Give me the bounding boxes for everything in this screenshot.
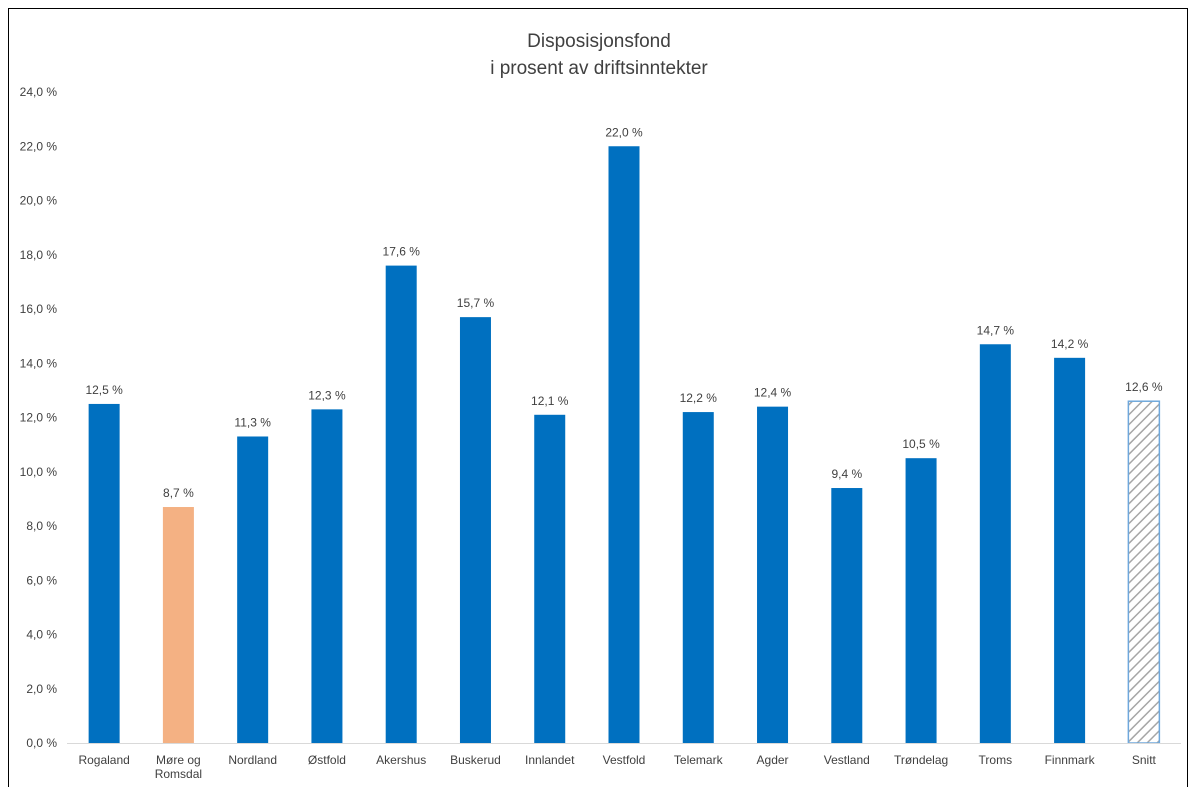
y-tick-label: 18,0 % [20, 248, 58, 262]
x-category-label: Nordland [228, 753, 277, 767]
bar [88, 403, 120, 743]
bar [757, 406, 789, 743]
bar [608, 146, 640, 743]
y-tick-label: 2,0 % [26, 682, 57, 696]
x-category-label: Snitt [1132, 753, 1157, 767]
bar [905, 458, 937, 743]
bar-value-label: 8,7 % [163, 486, 194, 500]
bar-value-label: 12,2 % [680, 391, 718, 405]
bars [88, 146, 1161, 744]
y-tick-label: 4,0 % [26, 628, 57, 642]
bar-value-label: 12,1 % [531, 394, 569, 408]
bar-value-label: 12,5 % [85, 383, 123, 397]
bar-chart: Disposisjonsfond i prosent av driftsinnt… [20, 31, 1181, 781]
bar-value-label: 14,7 % [977, 323, 1015, 337]
bar [1054, 357, 1086, 743]
bar [459, 317, 491, 743]
bar [682, 412, 714, 743]
bar-value-label: 11,3 % [234, 415, 271, 429]
bar [311, 409, 343, 743]
bar [979, 344, 1011, 743]
y-tick-label: 12,0 % [20, 411, 58, 425]
bar [534, 414, 566, 743]
x-category-label: Troms [979, 753, 1013, 767]
y-tick-label: 6,0 % [26, 573, 57, 587]
x-category-label: Trøndelag [894, 753, 948, 767]
bar [385, 265, 417, 743]
bar-value-label: 17,6 % [383, 245, 421, 259]
chart-title-line-2: i prosent av driftsinntekter [490, 58, 708, 79]
x-category-label: Vestland [824, 753, 870, 767]
x-category-label: Telemark [674, 753, 724, 767]
x-category-label: Buskerud [450, 753, 501, 767]
bar [237, 436, 269, 743]
y-tick-label: 0,0 % [26, 736, 57, 750]
y-tick-label: 8,0 % [26, 519, 57, 533]
bar-value-label: 15,7 % [457, 296, 495, 310]
data-labels: 12,5 % 8,7 % 11,3 % 12,3 % 17,6 % 15,7 % 12,1 … [85, 125, 1162, 500]
y-tick-label: 14,0 % [20, 356, 58, 370]
x-category-label: Vestfold [603, 753, 646, 767]
bar [1127, 400, 1161, 744]
y-tick-label: 22,0 % [20, 139, 58, 153]
y-tick-label: 10,0 % [20, 465, 58, 479]
y-axis-tick-labels: 0,0 % 2,0 % 4,0 % 6,0 % 8,0 % 10,0 % 12,0 % 14,… [20, 85, 58, 750]
x-category-label: Østfold [308, 753, 346, 767]
chart-frame: Disposisjonsfond i prosent av driftsinnt… [8, 8, 1188, 787]
y-tick-label: 16,0 % [20, 302, 58, 316]
x-category-label: Møre og [156, 753, 201, 767]
bar [831, 488, 863, 743]
x-category-label: Finnmark [1045, 753, 1096, 767]
bar-value-label: 22,0 % [605, 125, 643, 139]
bar-value-label: 10,5 % [902, 437, 940, 451]
x-category-label: Innlandet [525, 753, 575, 767]
bar-value-label: 12,6 % [1125, 380, 1163, 394]
y-tick-label: 20,0 % [20, 194, 58, 208]
bar-value-label: 12,4 % [754, 386, 792, 400]
x-category-label: Romsdal [155, 767, 202, 781]
chart-title-line-1: Disposisjonsfond [527, 31, 671, 52]
bar-value-label: 12,3 % [308, 388, 346, 402]
x-category-label: Agder [757, 753, 789, 767]
bar-value-label: 14,2 % [1051, 337, 1089, 351]
x-category-label: Rogaland [78, 753, 129, 767]
bar-value-label: 9,4 % [831, 467, 862, 481]
bar [162, 507, 194, 743]
y-tick-label: 24,0 % [20, 85, 58, 99]
x-category-label: Akershus [376, 753, 426, 767]
